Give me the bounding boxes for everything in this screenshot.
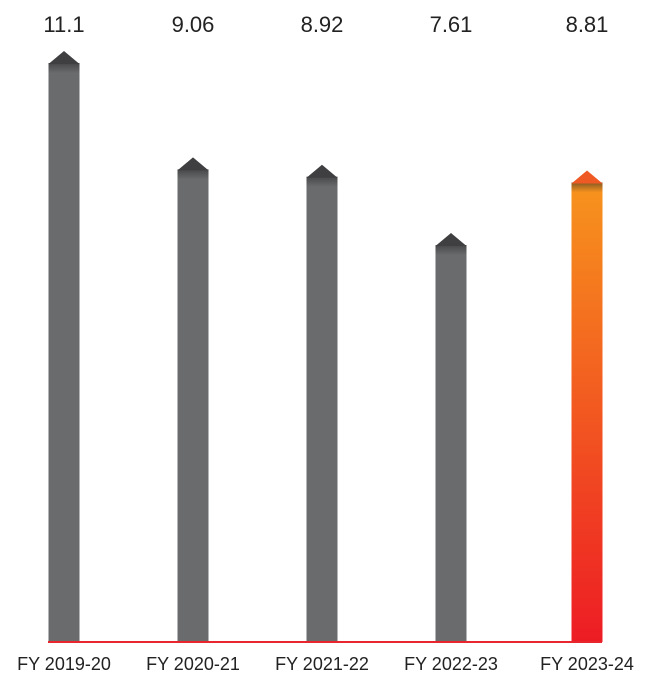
bar-arrow-cap <box>571 170 603 184</box>
x-tick-label: FY 2023-24 <box>540 654 634 674</box>
x-axis-tick-labels: FY 2019-20 FY 2020-21 FY 2021-22 FY 2022-23… <box>17 654 634 674</box>
bar-fy-2022-23 <box>435 245 467 642</box>
value-label: 8.81 <box>566 12 609 37</box>
x-tick-label: FY 2021-22 <box>275 654 369 674</box>
bar-arrow-cap <box>306 164 338 178</box>
value-label: 7.61 <box>430 12 473 37</box>
bar-fy-2023-24 <box>571 182 603 642</box>
value-label: 9.06 <box>172 12 215 37</box>
bar-arrow-cap <box>48 51 80 64</box>
bar-cap-shadow <box>571 182 603 193</box>
value-label: 8.92 <box>301 12 344 37</box>
bar-cap-shadow <box>306 176 338 187</box>
x-tick-label: FY 2020-21 <box>146 654 240 674</box>
bar-arrow-cap <box>177 157 209 171</box>
bar-cap-shadow <box>48 63 80 73</box>
x-tick-label: FY 2019-20 <box>17 654 111 674</box>
x-tick-label: FY 2022-23 <box>404 654 498 674</box>
bar-fy-2019-20 <box>48 63 80 642</box>
bar-fy-2020-21 <box>177 169 209 642</box>
bar-cap-shadow <box>177 169 209 180</box>
bars-group <box>48 51 603 643</box>
bar-cap-shadow <box>435 245 467 256</box>
bar-fy-2021-22 <box>306 176 338 643</box>
bar-arrow-cap <box>435 233 467 247</box>
value-label: 11.1 <box>43 12 84 37</box>
value-labels-group: 11.1 9.06 8.92 7.61 8.81 <box>43 12 608 37</box>
